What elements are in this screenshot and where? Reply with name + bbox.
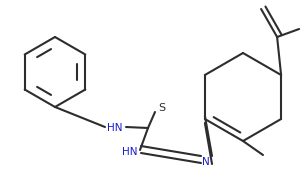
Text: S: S <box>158 103 165 113</box>
Text: HN: HN <box>107 123 123 133</box>
Text: HN: HN <box>122 147 138 157</box>
Text: N: N <box>202 157 210 167</box>
